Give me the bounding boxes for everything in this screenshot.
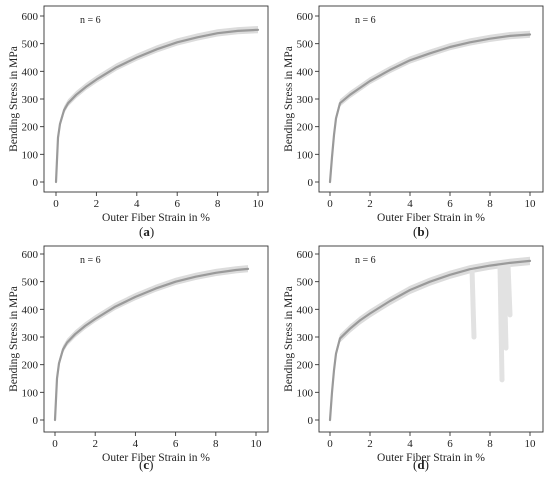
- mean-curve: [53, 267, 250, 422]
- y-tick-label: 300: [22, 94, 39, 106]
- x-tick-label: 8: [487, 438, 493, 450]
- y-tick-label: 400: [22, 66, 39, 78]
- y-tick-label: 100: [297, 387, 314, 399]
- sample-count-label: n = 6: [80, 255, 101, 266]
- panel-a: 0 100 200 300 400 500 600 0 2 4 6 8 10 Outer Fiber St…: [8, 5, 269, 224]
- y-axis-title: Bending Stress in MPa: [283, 46, 295, 152]
- panel-label-close: ): [425, 457, 429, 472]
- y-tick-label: 100: [22, 387, 39, 399]
- x-tick-label: 4: [133, 438, 139, 450]
- panel-label: (d): [413, 457, 429, 472]
- y-tick-label: 300: [22, 332, 39, 344]
- panel-label-open: (: [413, 457, 417, 472]
- panel-label: (a): [139, 224, 154, 239]
- y-tick-label: 500: [22, 39, 39, 51]
- y-axis-title: Bending Stress in MPa: [283, 286, 295, 392]
- x-tick-label: 2: [367, 198, 373, 210]
- x-tick-label: 4: [407, 438, 413, 450]
- panel-label: (b): [413, 224, 429, 239]
- sample-count-label: n = 6: [355, 255, 376, 266]
- y-tick-label: 400: [297, 304, 314, 316]
- x-axis-title: Outer Fiber Strain in %: [102, 212, 210, 224]
- specimen-failure-drop: [505, 262, 513, 318]
- mean-curve: [328, 33, 532, 184]
- y-tick-label: 400: [297, 66, 314, 78]
- y-tick-label: 0: [33, 177, 39, 189]
- panel-label: (c): [139, 457, 153, 472]
- x-axis-title: Outer Fiber Strain in %: [102, 452, 210, 464]
- x-tick-label: 2: [367, 438, 373, 450]
- panel-label-open: (: [413, 224, 417, 239]
- x-tick-label: 8: [215, 198, 221, 210]
- y-tick-label: 300: [297, 94, 314, 106]
- x-tick-label: 2: [94, 198, 100, 210]
- x-tick-label: 0: [53, 198, 59, 210]
- sample-count-label: n = 6: [80, 15, 101, 26]
- y-tick-label: 500: [22, 277, 39, 289]
- y-tick-label: 600: [297, 249, 314, 261]
- x-tick-label: 0: [327, 438, 333, 450]
- x-tick-label: 10: [525, 198, 537, 210]
- x-tick-label: 6: [447, 438, 453, 450]
- x-tick-label: 8: [487, 198, 493, 210]
- y-tick-label: 400: [22, 304, 39, 316]
- mean-curve: [328, 259, 532, 422]
- x-tick-label: 6: [173, 438, 179, 450]
- y-tick-label: 600: [297, 11, 314, 23]
- y-tick-label: 600: [22, 249, 39, 261]
- panel-label-letter: a: [143, 224, 150, 239]
- y-tick-label: 200: [297, 360, 314, 372]
- y-tick-label: 200: [22, 360, 39, 372]
- panel-label-close: ): [425, 224, 429, 239]
- panel-label-letter: c: [143, 457, 149, 472]
- specimen-failure-drop: [497, 263, 505, 383]
- y-tick-label: 100: [297, 149, 314, 161]
- y-tick-label: 600: [22, 11, 39, 23]
- specimen-failure-drop: [501, 262, 509, 351]
- panel-label-letter: b: [417, 224, 424, 239]
- y-tick-label: 200: [297, 122, 314, 134]
- x-tick-label: 2: [92, 438, 98, 450]
- y-tick-label: 200: [22, 122, 39, 134]
- specimen-failure-drop: [469, 266, 477, 340]
- y-axis-title: Bending Stress in MPa: [8, 286, 20, 392]
- x-tick-label: 10: [525, 438, 537, 450]
- x-tick-label: 0: [327, 198, 333, 210]
- panel-label-letter: d: [417, 457, 425, 472]
- x-tick-label: 6: [447, 198, 453, 210]
- x-tick-label: 10: [253, 198, 265, 210]
- x-tick-label: 8: [213, 438, 219, 450]
- x-tick-label: 10: [251, 438, 263, 450]
- x-tick-label: 4: [134, 198, 140, 210]
- y-tick-label: 0: [33, 415, 39, 427]
- mean-curve: [54, 28, 260, 184]
- sample-count-label: n = 6: [355, 15, 376, 26]
- x-tick-label: 4: [407, 198, 413, 210]
- y-tick-label: 0: [308, 415, 314, 427]
- specimen-band: [55, 265, 248, 424]
- panel-label-open: (: [139, 457, 143, 472]
- x-axis-title: Outer Fiber Strain in %: [377, 212, 485, 224]
- y-tick-label: 0: [308, 177, 314, 189]
- y-axis-title: Bending Stress in MPa: [8, 46, 20, 152]
- panel-d: 0 100 200 300 400 500 600 0 2 4 6 8 10 Outer Fiber St…: [283, 245, 544, 464]
- panel-b: 0 100 200 300 400 500 600 0 2 4 6 8 10 Outer Fiber St…: [283, 5, 544, 224]
- plot-frame: [43, 245, 269, 433]
- panel-c: 0 100 200 300 400 500 600 0 2 4 6 8 10 Outer Fiber St…: [8, 245, 269, 464]
- panel-label-open: (: [139, 224, 143, 239]
- y-tick-label: 300: [297, 332, 314, 344]
- panel-label-close: ): [150, 224, 154, 239]
- x-tick-label: 0: [52, 438, 58, 450]
- x-axis-title: Outer Fiber Strain in %: [377, 452, 485, 464]
- y-tick-label: 500: [297, 39, 314, 51]
- y-tick-label: 100: [22, 149, 39, 161]
- y-tick-label: 500: [297, 277, 314, 289]
- panel-label-close: ): [149, 457, 153, 472]
- x-tick-label: 6: [174, 198, 180, 210]
- plot-frame: [318, 245, 544, 433]
